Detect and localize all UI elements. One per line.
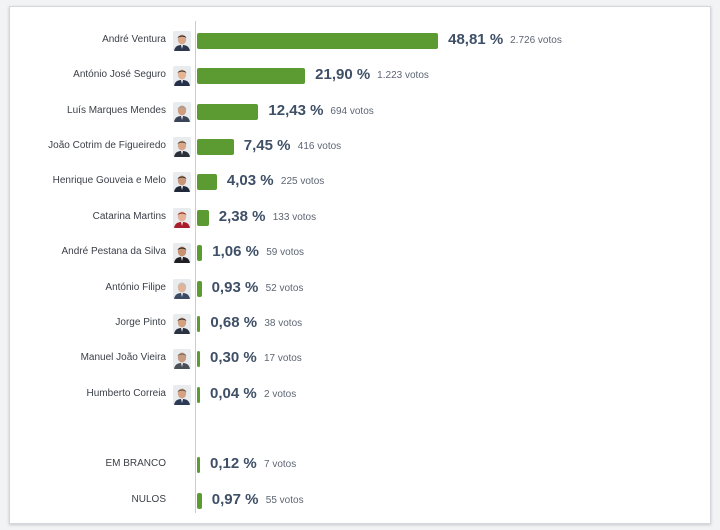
- percentage-label: 48,81 %: [448, 31, 504, 48]
- result-row: Humberto Correia 0,04 % 2 votos: [10, 381, 710, 409]
- votes-label: 52 votos: [265, 283, 304, 294]
- result-row: Manuel João Vieira 0,30 % 17 votos: [10, 345, 710, 373]
- result-bar: [197, 139, 234, 155]
- candidate-name: Catarina Martins: [92, 211, 166, 222]
- candidate-photo-icon: [173, 385, 191, 405]
- result-bar: [197, 351, 200, 367]
- votes-label: 55 votos: [265, 495, 304, 506]
- candidate-name: António José Seguro: [73, 69, 166, 80]
- candidate-photo-icon: [173, 279, 191, 299]
- result-bar: [197, 245, 203, 261]
- candidate-photo-icon: [173, 208, 191, 228]
- candidate-photo-icon: [173, 31, 191, 51]
- candidate-photo-icon: [173, 349, 191, 369]
- result-row: NULOS 0,97 % 55 votos: [10, 487, 710, 515]
- percentage-label: 0,12 %: [210, 455, 257, 472]
- votes-label: 133 votos: [272, 212, 317, 223]
- result-row: Jorge Pinto 0,68 % 38 votos: [10, 310, 710, 338]
- percentage-label: 0,30 %: [210, 349, 257, 366]
- result-bar: [197, 104, 259, 120]
- percentage-label: 7,45 %: [243, 137, 291, 154]
- votes-label: 38 votos: [264, 318, 303, 329]
- result-row: Henrique Gouveia e Melo 4,03 % 225 votos: [10, 168, 710, 196]
- candidate-name: André Pestana da Silva: [61, 246, 166, 257]
- candidate-photo-icon: [173, 66, 191, 86]
- result-row: EM BRANCO 0,12 % 7 votos: [10, 451, 710, 479]
- votes-label: 2 votos: [264, 389, 297, 400]
- votes-label: 694 votos: [330, 106, 374, 117]
- percentage-label: 4,03 %: [226, 172, 274, 189]
- percentage-label: 0,97 %: [211, 491, 259, 508]
- votes-label: 59 votos: [266, 247, 305, 258]
- votes-label: 17 votos: [264, 353, 302, 364]
- votes-label: 2.726 votos: [510, 35, 562, 46]
- votes-label: 7 votos: [264, 459, 297, 470]
- candidate-name: Henrique Gouveia e Melo: [52, 175, 166, 186]
- candidate-name: António Filipe: [105, 282, 166, 293]
- candidate-name: Manuel João Vieira: [80, 352, 166, 363]
- candidate-photo-icon: [173, 137, 191, 157]
- result-bar: [197, 387, 200, 403]
- votes-label: 1.223 votos: [377, 70, 429, 81]
- percentage-label: 2,38 %: [218, 208, 266, 225]
- candidate-photo-icon: [173, 102, 191, 122]
- percentage-label: 21,90 %: [315, 66, 371, 83]
- candidate-name: Luís Marques Mendes: [67, 105, 166, 116]
- bar-axis-line: [195, 21, 196, 513]
- result-bar: [197, 174, 217, 190]
- percentage-label: 0,04 %: [210, 385, 257, 402]
- results-card: André Ventura 48,81 % 2.726 votos António J…: [9, 6, 711, 524]
- percentage-label: 1,06 %: [212, 243, 259, 260]
- result-row: Catarina Martins 2,38 % 133 votos: [10, 204, 710, 232]
- votes-label: 225 votos: [280, 176, 325, 187]
- result-row: António Filipe 0,93 % 52 votos: [10, 275, 710, 303]
- candidate-name: NULOS: [131, 494, 166, 505]
- result-row: António José Seguro 21,90 % 1.223 votos: [10, 62, 710, 90]
- result-bar: [197, 33, 439, 49]
- candidate-photo-icon: [173, 243, 191, 263]
- candidate-photo-icon: [173, 172, 191, 192]
- votes-label: 416 votos: [297, 141, 342, 152]
- result-bar: [197, 210, 209, 226]
- candidate-name: EM BRANCO: [105, 458, 166, 469]
- candidate-name: João Cotrim de Figueiredo: [48, 140, 166, 151]
- result-row: André Ventura 48,81 % 2.726 votos: [10, 27, 710, 55]
- percentage-label: 0,68 %: [210, 314, 258, 331]
- candidate-name: Humberto Correia: [86, 388, 166, 399]
- candidate-name: André Ventura: [102, 34, 166, 45]
- result-bar: [197, 316, 201, 332]
- percentage-label: 0,93 %: [211, 279, 259, 296]
- percentage-label: 12,43 %: [268, 102, 324, 119]
- candidate-name: Jorge Pinto: [115, 317, 166, 328]
- result-bar: [197, 68, 306, 84]
- result-bar: [197, 493, 202, 509]
- candidate-photo-icon: [173, 314, 191, 334]
- result-row: André Pestana da Silva 1,06 % 59 votos: [10, 239, 710, 267]
- result-bar: [197, 457, 200, 473]
- result-bar: [197, 281, 202, 297]
- result-row: Luís Marques Mendes 12,43 % 694 votos: [10, 98, 710, 126]
- result-row: João Cotrim de Figueiredo 7,45 % 416 votos: [10, 133, 710, 161]
